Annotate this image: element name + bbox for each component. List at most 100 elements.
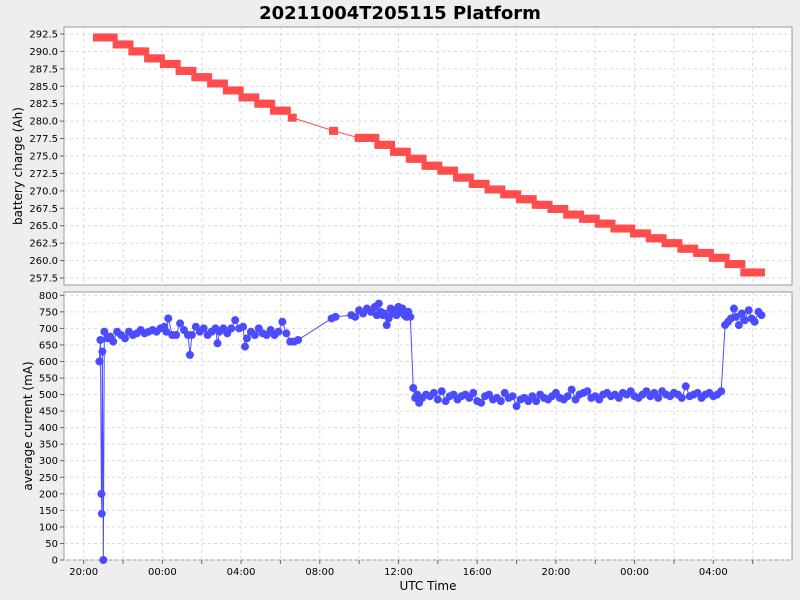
average-current-point (567, 385, 576, 394)
top-y-tick-label: 272.5 (29, 169, 58, 180)
bottom-y-tick-label: 350 (39, 440, 58, 451)
average-current-point (654, 393, 663, 402)
top-y-tick-label: 265.0 (29, 221, 58, 232)
battery-charge-point (559, 204, 569, 213)
average-current-point (382, 321, 391, 330)
average-current-point (433, 395, 442, 404)
average-current-point (512, 402, 521, 411)
average-current-point (185, 350, 194, 359)
battery-charge-point (171, 59, 181, 68)
x-tick-label: 00:00 (620, 567, 649, 578)
average-current-point (744, 306, 753, 315)
bottom-y-tick-label: 300 (39, 456, 58, 467)
top-y-tick-label: 277.5 (29, 134, 58, 145)
battery-charge-point (370, 133, 380, 142)
x-axis-label: UTC Time (400, 579, 457, 593)
top-y-tick-label: 280.0 (29, 117, 58, 128)
average-current-point (213, 339, 222, 348)
bottom-y-tick-label: 100 (39, 522, 58, 533)
top-y-tick-label: 270.0 (29, 186, 58, 197)
average-current-point (120, 334, 129, 343)
bottom-y-tick-label: 250 (39, 473, 58, 484)
average-current-point (469, 388, 478, 397)
bottom-y-tick-label: 800 (39, 291, 58, 302)
battery-charge-point (218, 79, 228, 88)
average-current-point (109, 337, 118, 346)
battery-charge-point (689, 244, 699, 253)
battery-charge-point (543, 200, 553, 209)
bottom-y-tick-label: 500 (39, 390, 58, 401)
top-y-tick-label: 257.5 (29, 274, 58, 285)
average-current-point (98, 347, 107, 356)
average-current-point (429, 388, 438, 397)
battery-charge-point (124, 40, 134, 49)
battery-charge-point (736, 260, 746, 269)
top-y-tick-label: 287.5 (29, 64, 58, 75)
battery-charge-point (626, 224, 636, 233)
battery-charge-point (155, 54, 165, 63)
average-current-point (250, 331, 259, 340)
average-current-point (532, 397, 541, 406)
average-current-point (282, 329, 291, 338)
battery-charge-point (329, 126, 339, 135)
average-current-point (731, 312, 740, 321)
average-current-point (164, 314, 173, 323)
battery-charge-point (512, 190, 522, 199)
battery-charge-point (720, 253, 730, 262)
average-current-point (717, 387, 726, 396)
top-y-tick-label: 262.5 (29, 239, 58, 250)
average-current-point (100, 327, 109, 336)
top-y-tick-label: 267.5 (29, 204, 58, 215)
battery-charge-point (108, 33, 118, 42)
battery-charge-point (266, 99, 276, 108)
top-y-tick-label: 290.0 (29, 47, 58, 58)
average-current-point (231, 316, 240, 325)
bottom-y-tick-label: 700 (39, 324, 58, 335)
battery-charge-point (417, 154, 427, 163)
average-current-point (97, 509, 106, 518)
average-current-point (734, 321, 743, 330)
average-current-point (187, 331, 196, 340)
bottom-y-tick-label: 600 (39, 357, 58, 368)
average-current-point (351, 312, 360, 321)
average-current-point (496, 397, 505, 406)
x-tick-label: 00:00 (148, 567, 177, 578)
battery-charge-point (527, 195, 537, 204)
average-current-point (278, 317, 287, 326)
average-current-point (750, 317, 759, 326)
x-tick-label: 16:00 (463, 567, 492, 578)
average-current-point (677, 393, 686, 402)
average-current-point (409, 383, 418, 392)
battery-charge-point (657, 234, 667, 243)
average-current-point (172, 331, 181, 340)
average-current-point (294, 335, 303, 344)
battery-charge-point (464, 173, 474, 182)
x-tick-label: 20:00 (69, 567, 98, 578)
bottom-y-tick-label: 50 (45, 539, 58, 550)
bottom-y-tick-label: 150 (39, 506, 58, 517)
average-current-point (99, 556, 108, 564)
average-current-point (241, 342, 250, 351)
x-axis-ticks: 20:00 00:00 04:00 08:00 12:00 16:00 20:00 00:00… (69, 560, 754, 578)
battery-charge-point (281, 106, 291, 115)
battery-charge-point (287, 113, 297, 122)
bottom-y-tick-label: 400 (39, 423, 58, 434)
battery-charge-point (250, 93, 260, 102)
average-current-point (227, 324, 236, 333)
top-y-tick-label: 275.0 (29, 152, 58, 163)
chart-title: 20211004T205115 Platform (259, 3, 541, 24)
average-current-point (95, 357, 104, 366)
average-current-point (274, 327, 283, 336)
top-y-tick-label: 282.5 (29, 99, 58, 110)
top-plot-marks (92, 33, 766, 277)
battery-charge-point (386, 140, 396, 149)
average-current-point (437, 387, 446, 396)
bottom-y-tick-label: 450 (39, 407, 58, 418)
battery-charge-point (606, 219, 616, 228)
average-current-point (508, 392, 517, 401)
x-tick-label: 08:00 (305, 567, 334, 578)
battery-charge-point (140, 47, 150, 56)
top-y-tick-label: 260.0 (29, 256, 58, 267)
battery-charge-point (756, 268, 766, 277)
